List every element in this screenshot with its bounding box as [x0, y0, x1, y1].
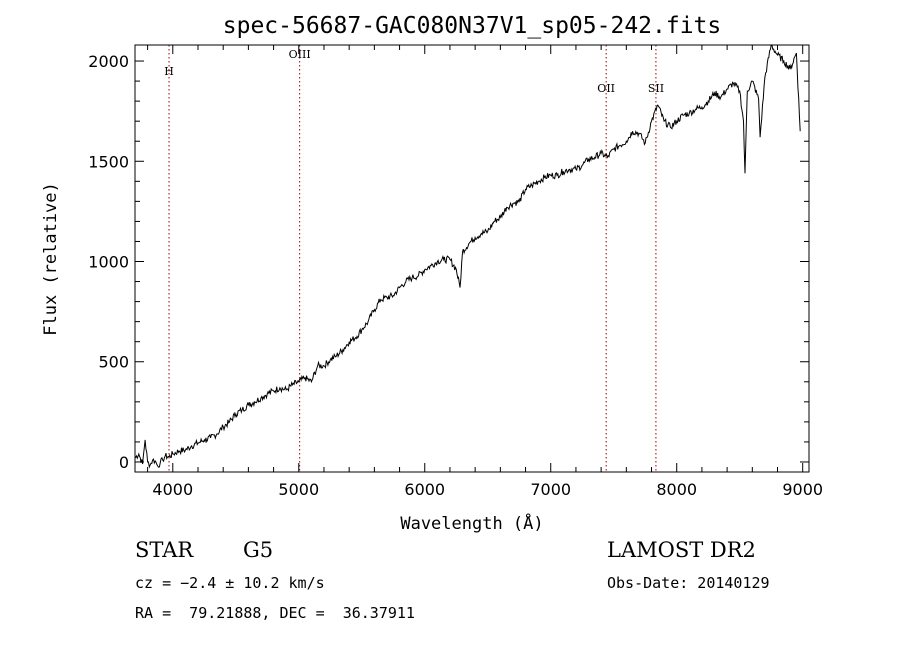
y-axis-label: Flux (relative): [41, 182, 61, 336]
x-tick-label: 7000: [530, 480, 571, 499]
marker-label-oii: OII: [597, 82, 615, 95]
y-tick-label: 2000: [88, 52, 129, 71]
marker-label-h: H: [164, 65, 174, 78]
x-tick-label: 4000: [152, 480, 193, 499]
y-tick-label: 1500: [88, 152, 129, 171]
axis-ticks: 4000 5000 6000 7000 8000 9000 0 500 1000 1500 2000: [88, 45, 823, 499]
object-class: STAR: [135, 538, 194, 562]
redshift-cz: cz = −2.4 ± 10.2 km/s: [135, 574, 325, 592]
chart-title: spec-56687-GAC080N37V1_sp05-242.fits: [223, 13, 722, 39]
x-tick-label: 5000: [278, 480, 319, 499]
x-axis-label: Wavelength (Å): [400, 512, 543, 534]
spectrum-line: [134, 44, 801, 469]
emission-line-markers: H OIII OII SII: [164, 45, 664, 472]
marker-label-oiii: OIII: [289, 48, 311, 61]
y-tick-label: 1000: [88, 253, 129, 272]
x-tick-label: 8000: [656, 480, 697, 499]
marker-label-sii: SII: [648, 82, 664, 95]
y-tick-label: 0: [119, 453, 129, 472]
x-tick-label: 9000: [782, 480, 823, 499]
survey-name: LAMOST DR2: [607, 538, 756, 562]
object-subclass: G5: [243, 538, 274, 562]
observation-date: Obs-Date: 20140129: [607, 574, 770, 592]
x-tick-label: 6000: [404, 480, 445, 499]
y-tick-label: 500: [98, 353, 129, 372]
plot-frame: [134, 44, 810, 473]
coordinates: RA = 79.21888, DEC = 36.37911: [135, 604, 415, 622]
